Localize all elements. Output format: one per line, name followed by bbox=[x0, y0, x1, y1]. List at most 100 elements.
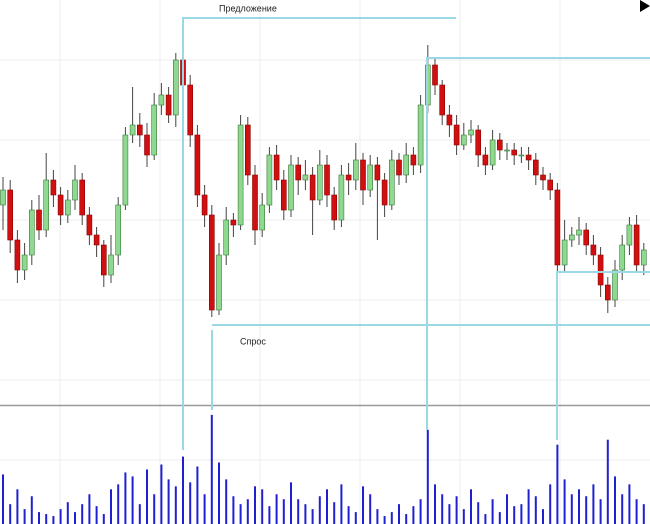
candle-body bbox=[201, 194, 208, 216]
candle-body bbox=[511, 149, 518, 156]
candle-body bbox=[504, 149, 510, 152]
volume-bar bbox=[246, 499, 249, 524]
candle-body bbox=[367, 164, 374, 191]
volume-bar bbox=[635, 499, 638, 524]
candle-body bbox=[295, 164, 302, 181]
candle-body bbox=[633, 224, 640, 266]
volume-bar bbox=[88, 494, 91, 524]
candle-body bbox=[230, 219, 237, 226]
candle-body bbox=[302, 174, 309, 181]
volume-bar bbox=[16, 489, 19, 524]
candle-body bbox=[532, 159, 539, 176]
candle-body bbox=[381, 179, 388, 206]
volume-bar bbox=[628, 484, 631, 524]
volume-bar bbox=[124, 472, 127, 524]
volume-bar bbox=[160, 464, 163, 524]
candle-body bbox=[43, 179, 50, 231]
volume-bar bbox=[426, 429, 429, 524]
candle-body bbox=[360, 159, 366, 191]
candle-body bbox=[374, 164, 381, 181]
volume-bar bbox=[146, 469, 148, 524]
volume-bar bbox=[290, 482, 292, 524]
candle-body bbox=[583, 229, 590, 246]
candle-body bbox=[50, 179, 57, 196]
candle-body bbox=[137, 124, 143, 136]
candle-body bbox=[432, 64, 438, 86]
volume-bar bbox=[110, 489, 112, 524]
candle-body bbox=[324, 164, 330, 196]
candle-body bbox=[21, 254, 28, 271]
volume-bar bbox=[570, 494, 573, 524]
candle-body bbox=[245, 124, 251, 176]
volume-bar bbox=[52, 516, 55, 524]
candle-body bbox=[273, 154, 280, 181]
volume-bar bbox=[167, 479, 170, 524]
volume-bar bbox=[534, 496, 537, 524]
candle-body bbox=[388, 159, 395, 206]
candle-body bbox=[129, 124, 136, 136]
candle-body bbox=[93, 234, 100, 246]
volume-bar bbox=[174, 486, 177, 524]
volume-bar bbox=[282, 499, 285, 524]
volume-bar bbox=[38, 512, 40, 524]
volume-bar bbox=[542, 509, 544, 524]
volume-bar bbox=[606, 439, 609, 524]
volume-bar bbox=[383, 516, 386, 524]
candle-body bbox=[144, 134, 150, 156]
candle-body bbox=[36, 209, 42, 231]
candle-body bbox=[554, 189, 561, 266]
candle-body bbox=[151, 104, 157, 156]
candle-body bbox=[331, 194, 338, 221]
candle-body bbox=[439, 84, 446, 116]
annotation-demand: Спрос bbox=[240, 336, 266, 346]
volume-bar bbox=[592, 484, 595, 524]
candle-body bbox=[612, 269, 618, 301]
volume-bar bbox=[498, 512, 501, 524]
volume-bar bbox=[642, 504, 645, 524]
candle-body bbox=[561, 239, 568, 266]
volume-bar bbox=[268, 506, 271, 524]
volume-bar bbox=[225, 479, 228, 524]
volume-bar bbox=[419, 499, 422, 524]
volume-bar bbox=[599, 499, 602, 524]
volume-bar bbox=[340, 484, 343, 524]
candle-body bbox=[57, 194, 64, 216]
candle-body bbox=[7, 189, 13, 241]
candle-body bbox=[540, 174, 546, 181]
volume-bar bbox=[354, 512, 357, 524]
volume-bar bbox=[513, 506, 516, 524]
volume-bar bbox=[527, 489, 530, 524]
volume-bar bbox=[448, 504, 451, 524]
volume-bar bbox=[614, 476, 616, 524]
candle-body bbox=[309, 174, 316, 201]
volume-bar bbox=[261, 489, 264, 524]
volume-bar bbox=[556, 444, 559, 524]
volume-bar bbox=[182, 456, 184, 524]
candle-body bbox=[122, 134, 129, 206]
volume-bar bbox=[74, 512, 76, 524]
candle-body bbox=[0, 189, 6, 206]
volume-bar bbox=[30, 496, 33, 524]
candle-body bbox=[86, 214, 93, 236]
candle-body bbox=[65, 199, 71, 216]
volume-bar bbox=[491, 499, 494, 524]
volume-bar bbox=[563, 479, 566, 524]
volume-bar bbox=[362, 486, 364, 524]
marks bbox=[0, 20, 647, 524]
volume-bar bbox=[232, 496, 235, 524]
volume-bar bbox=[390, 512, 393, 524]
candle-body bbox=[345, 174, 352, 181]
play-icon[interactable] bbox=[640, 0, 650, 12]
candle-body bbox=[28, 209, 35, 256]
candle-body bbox=[237, 124, 244, 226]
volume-bar bbox=[23, 509, 26, 524]
volume-bar bbox=[131, 476, 134, 524]
candle-body bbox=[316, 164, 323, 201]
volume-bar bbox=[9, 504, 12, 524]
candle-body bbox=[410, 154, 417, 166]
candle-body bbox=[158, 94, 165, 106]
volume-bar bbox=[311, 509, 314, 524]
volume-bar bbox=[254, 486, 256, 524]
candle-body bbox=[72, 179, 78, 201]
